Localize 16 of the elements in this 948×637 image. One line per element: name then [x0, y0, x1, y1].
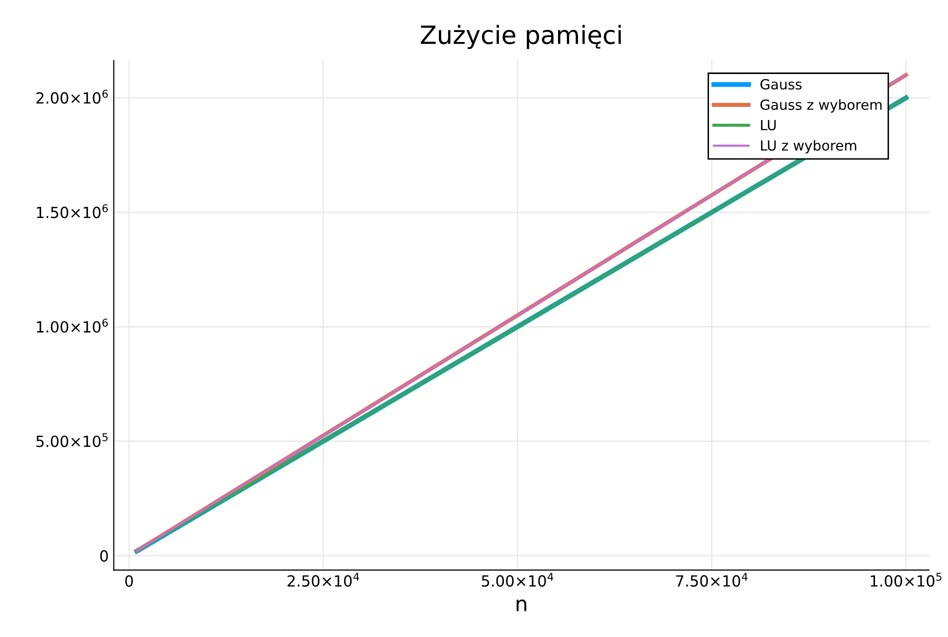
y-tick-label: 0	[100, 550, 108, 562]
y-tick-label: 1.50×10$^{6}$	[36, 204, 108, 218]
x-tick-label: 0	[125, 575, 133, 587]
y-tick-label: 5.00×10$^{5}$	[36, 433, 108, 448]
chart-title: Zużycie pamięci	[420, 24, 621, 50]
x-tick-label: 7.50×10$^{4}$	[676, 572, 748, 587]
x-tick-label: 1.00×10$^{5}$	[870, 572, 942, 587]
legend-label: LU z wyborem	[761, 140, 856, 154]
x-axis-title: n	[516, 599, 526, 612]
legend-label: Gauss z wyborem	[760, 99, 882, 113]
y-tick-label: 2.00×10$^{6}$	[36, 90, 108, 104]
x-tick-label: 2.50×10$^{4}$	[288, 572, 360, 587]
legend-label: LU	[761, 120, 776, 130]
x-tick-label: 5.00×10$^{4}$	[482, 572, 554, 587]
legend-label: Gauss	[760, 79, 802, 90]
y-tick-label: 1.00×10$^{6}$	[36, 318, 108, 333]
